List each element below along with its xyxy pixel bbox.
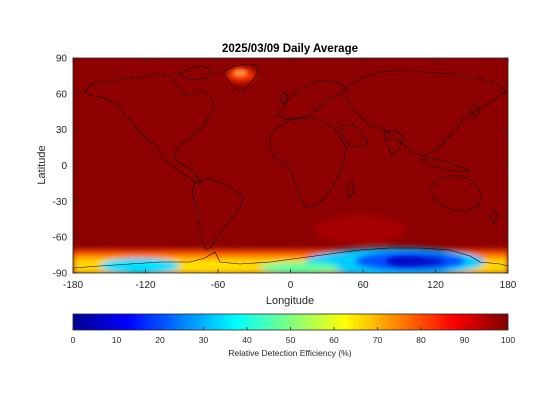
colorbar-label: Relative Detection Efficiency (%) (228, 348, 351, 358)
coastline-north-america (83, 73, 215, 185)
coastline-asia (345, 69, 507, 157)
coastline-africa (269, 117, 347, 209)
greenland-core (233, 69, 247, 77)
coastline-south-america (191, 177, 245, 251)
x-tick-label: 0 (288, 280, 294, 291)
colorbar-tick-label: 20 (155, 335, 165, 345)
x-tick-label: 60 (357, 280, 369, 291)
x-tick-label: -180 (63, 280, 83, 291)
coastline-indonesia (419, 157, 471, 173)
y-tick-label: -90 (53, 269, 68, 280)
atlantic-cyan (260, 262, 340, 273)
colorbar-tick-label: 30 (199, 335, 209, 345)
y-tick-label: 0 (61, 161, 67, 172)
y-axis-label: Latitude (36, 145, 48, 184)
x-axis-label: Longitude (266, 295, 314, 307)
x-tick-label: 120 (427, 280, 444, 291)
heatmap-detail (233, 69, 423, 265)
colorbar-tick-label: 80 (416, 335, 426, 345)
y-tick-label: 90 (56, 54, 68, 65)
colorbar-tick-label: 50 (286, 335, 296, 345)
y-tick-label: -60 (53, 233, 68, 244)
coastline-arctic-islands (177, 65, 215, 81)
coastline-australia (431, 175, 483, 213)
y-tick-label: -30 (53, 197, 68, 208)
coastline-europe (277, 79, 347, 121)
heatmap-plot-area (73, 58, 508, 273)
colorbar-ticks: 0 10 20 30 40 50 60 70 80 90 100 (71, 327, 515, 345)
x-tick-label: -120 (135, 280, 155, 291)
coastline-antarctica (73, 247, 508, 269)
colorbar-tick-label: 90 (460, 335, 470, 345)
chart-title: 2025/03/09 Daily Average (222, 43, 358, 55)
heatmap-background (73, 58, 508, 273)
coastlines (73, 63, 508, 269)
weddell-yellow (180, 262, 250, 273)
colorbar-tick-label: 70 (373, 335, 383, 345)
y-tick-label: 30 (56, 125, 68, 136)
coastline-uk (279, 91, 289, 105)
y-axis-ticks: -90 -60 -30 0 30 60 90 (53, 54, 508, 280)
west-antarctica-cyan (100, 258, 180, 273)
coastline-arabia (339, 123, 369, 149)
x-axis-ticks: -180 -120 -60 0 60 120 180 (63, 58, 517, 291)
coastline-madagascar (347, 179, 355, 199)
x-tick-label: 180 (500, 280, 517, 291)
colorbar-tick-label: 100 (501, 335, 515, 345)
coastline-new-zealand (489, 209, 499, 225)
colorbar-tick-label: 60 (329, 335, 339, 345)
coastline-japan (469, 103, 481, 119)
coastline-india (383, 129, 405, 157)
coastline-greenland (221, 63, 259, 93)
y-tick-label: 60 (56, 89, 68, 100)
east-antarctica-core (387, 257, 423, 265)
southern-ocean-red (315, 216, 405, 244)
colorbar-tick-label: 0 (71, 335, 76, 345)
colorbar-tick-label: 10 (112, 335, 122, 345)
x-tick-label: -60 (211, 280, 226, 291)
colorbar-tick-label: 40 (242, 335, 252, 345)
